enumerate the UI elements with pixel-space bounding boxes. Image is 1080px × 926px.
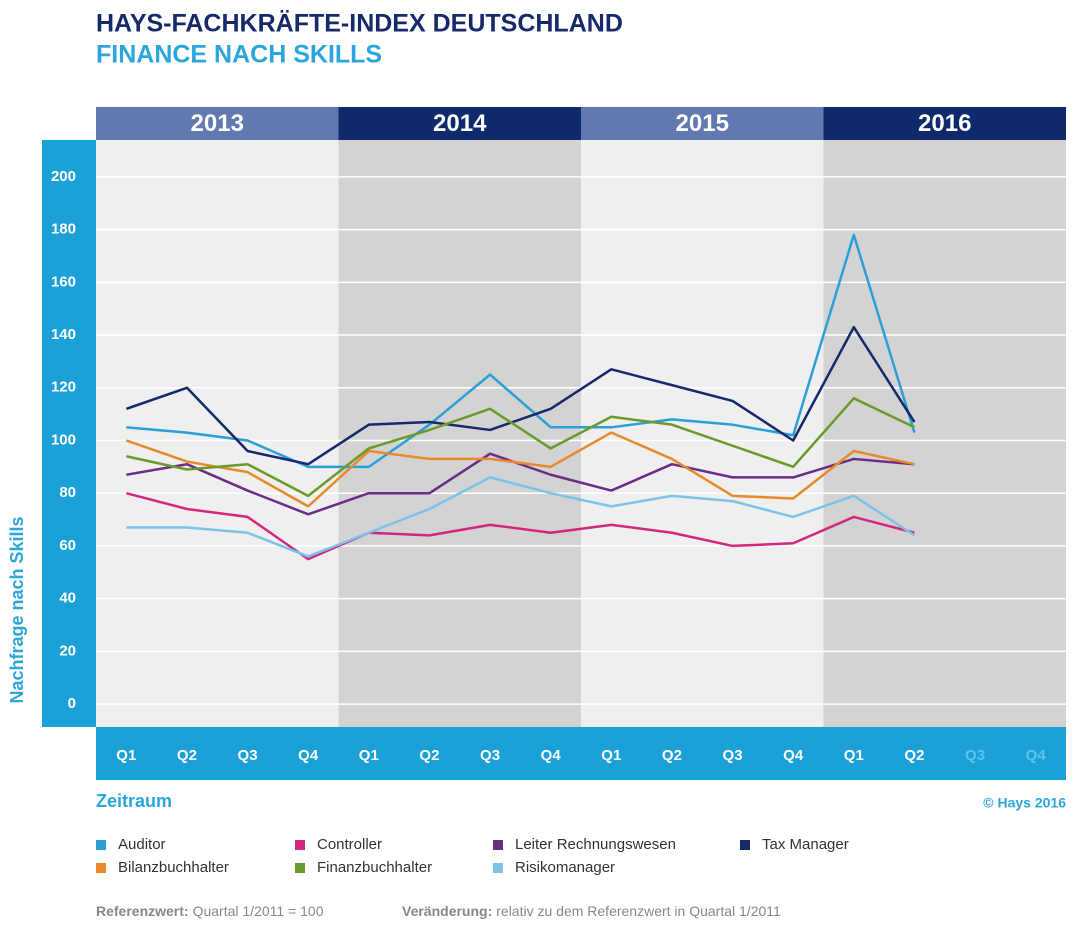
year-label: 2013 bbox=[191, 110, 244, 137]
y-tick-label: 20 bbox=[59, 642, 76, 659]
y-tick-label: 160 bbox=[51, 273, 76, 290]
x-axis-label: Zeitraum bbox=[96, 791, 172, 811]
footnote-label: Referenzwert: bbox=[96, 903, 189, 919]
footnote-text: relativ zu dem Referenzwert in Quartal 1… bbox=[496, 903, 781, 919]
legend-label: Tax Manager bbox=[762, 836, 849, 853]
legend-swatch bbox=[740, 840, 750, 850]
series-line bbox=[125, 431, 915, 508]
plot-band bbox=[338, 140, 581, 727]
y-tick-label: 180 bbox=[51, 221, 76, 238]
chart-title: HAYS-FACHKRÄFTE-INDEX DEUTSCHLAND bbox=[96, 10, 623, 38]
y-axis-band bbox=[42, 140, 96, 727]
y-tick-label: 80 bbox=[59, 484, 76, 501]
plot-band bbox=[823, 140, 1066, 727]
year-header bbox=[823, 107, 1066, 140]
x-tick-label: Q1 bbox=[116, 747, 136, 764]
series-line bbox=[125, 325, 916, 466]
plot-band bbox=[96, 140, 339, 727]
x-tick-label: Q4 bbox=[783, 747, 804, 764]
x-tick-label: Q3 bbox=[965, 747, 985, 764]
year-header bbox=[338, 107, 581, 140]
year-header bbox=[96, 107, 339, 140]
series-line bbox=[126, 476, 916, 558]
chart-subtitle: FINANCE NACH SKILLS bbox=[96, 41, 382, 69]
x-tick-label: Q1 bbox=[844, 747, 864, 764]
y-tick-label: 60 bbox=[59, 537, 76, 554]
series-line bbox=[125, 491, 915, 561]
x-tick-label: Q2 bbox=[904, 747, 924, 764]
x-tick-label: Q1 bbox=[601, 747, 621, 764]
year-label: 2014 bbox=[433, 110, 487, 137]
x-tick-label: Q2 bbox=[177, 747, 197, 764]
footnote-text: Quartal 1/2011 = 100 bbox=[193, 903, 324, 919]
year-header bbox=[581, 107, 824, 140]
y-tick-label: 200 bbox=[51, 168, 76, 185]
legend-label: Risikomanager bbox=[515, 859, 615, 876]
copyright: © Hays 2016 bbox=[983, 795, 1066, 811]
y-tick-label: 100 bbox=[51, 431, 76, 448]
x-tick-label: Q1 bbox=[359, 747, 379, 764]
x-tick-label: Q3 bbox=[480, 747, 500, 764]
x-tick-label: Q2 bbox=[419, 747, 439, 764]
legend-swatch bbox=[295, 840, 305, 850]
legend-swatch bbox=[493, 840, 503, 850]
year-label: 2015 bbox=[676, 110, 729, 137]
series-line bbox=[126, 452, 915, 516]
legend-swatch bbox=[96, 840, 106, 850]
x-tick-label: Q3 bbox=[723, 747, 743, 764]
x-tick-label: Q3 bbox=[238, 747, 258, 764]
legend-label: Finanzbuchhalter bbox=[317, 859, 432, 876]
x-axis-band bbox=[96, 727, 1066, 780]
legend-label: Leiter Rechnungswesen bbox=[515, 836, 676, 853]
y-tick-label: 0 bbox=[68, 695, 76, 712]
x-tick-label: Q2 bbox=[662, 747, 682, 764]
legend-label: Controller bbox=[317, 836, 382, 853]
footnote: Veränderung: relativ zu dem Referenzwert … bbox=[402, 903, 781, 919]
y-tick-label: 120 bbox=[51, 379, 76, 396]
series-line bbox=[126, 397, 915, 498]
legend-swatch bbox=[493, 863, 503, 873]
y-axis-label: Nachfrage nach Skills bbox=[7, 516, 27, 703]
y-tick-label: 140 bbox=[51, 326, 76, 343]
y-tick-label: 40 bbox=[59, 590, 76, 607]
footnote: Referenzwert: Quartal 1/2011 = 100 bbox=[96, 903, 324, 919]
x-tick-label: Q4 bbox=[541, 747, 562, 764]
x-tick-label: Q4 bbox=[1026, 747, 1047, 764]
x-tick-label: Q4 bbox=[298, 747, 319, 764]
legend-swatch bbox=[96, 863, 106, 873]
legend-label: Auditor bbox=[118, 836, 166, 853]
year-label: 2016 bbox=[918, 110, 971, 137]
footnote-label: Veränderung: bbox=[402, 903, 492, 919]
legend-label: Bilanzbuchhalter bbox=[118, 859, 229, 876]
legend-swatch bbox=[295, 863, 305, 873]
